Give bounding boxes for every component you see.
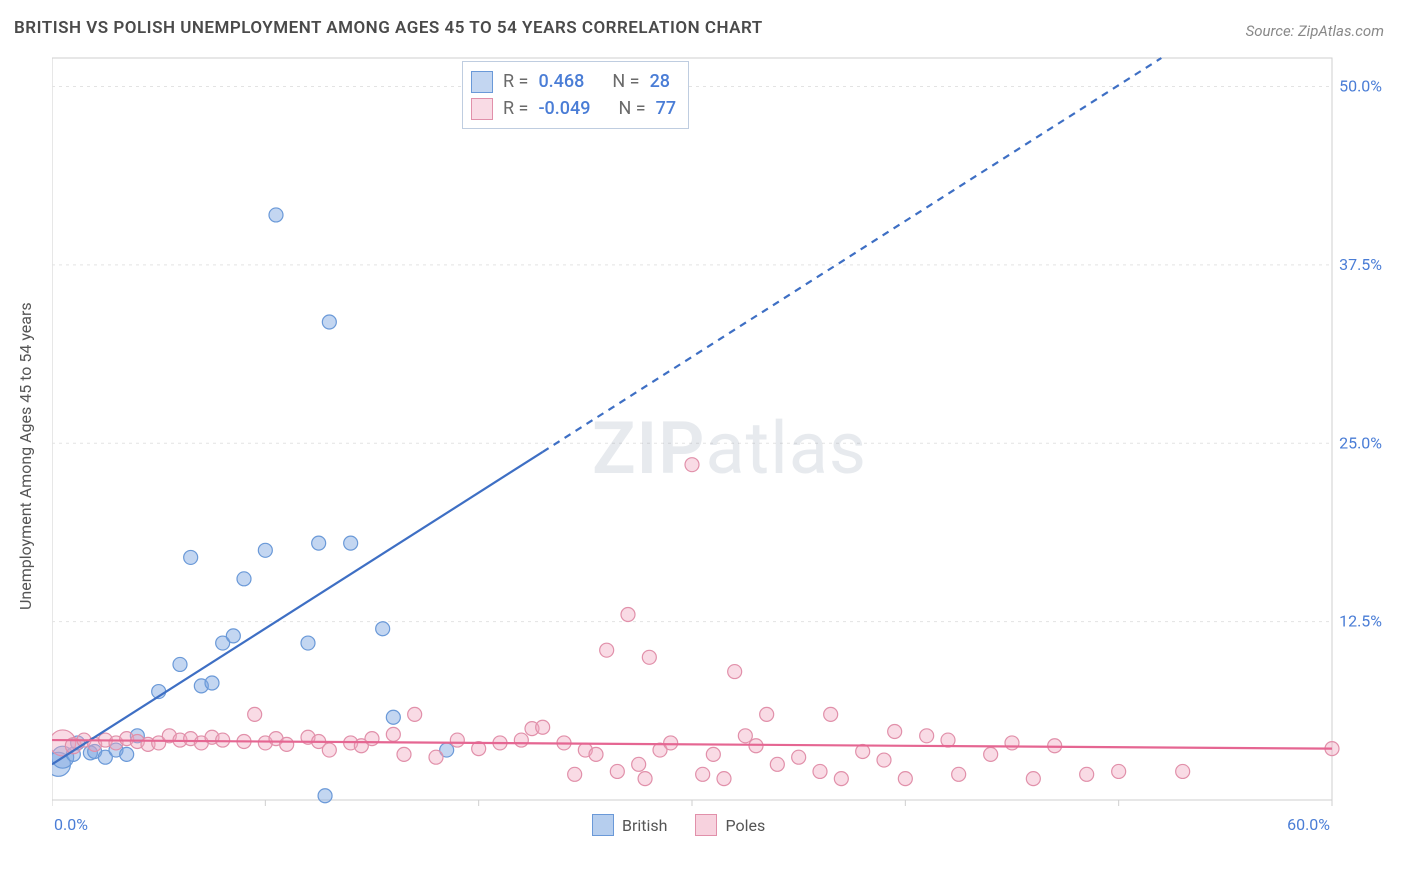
svg-text:37.5%: 37.5% [1339,255,1382,274]
r-value-british: 0.468 [538,68,584,95]
legend: British Poles [592,814,765,836]
svg-text:12.5%: 12.5% [1339,612,1382,631]
correlation-chart: BRITISH VS POLISH UNEMPLOYMENT AMONG AGE… [0,0,1406,892]
svg-text:0.0%: 0.0% [54,815,88,834]
legend-swatch-british [592,814,614,836]
correlation-info-box: R = 0.468 N = 28 R = -0.049 N = 77 [462,61,689,129]
scatter-svg: 12.5% 25.0% 37.5% 50.0% 0.0% 60.0% [52,56,1388,836]
plot-area: 12.5%25.0%37.5%50.0%0.0%60.0% ZIPatlas R… [52,56,1388,836]
legend-label-poles: Poles [725,816,765,835]
info-row-british: R = 0.468 N = 28 [471,68,676,95]
source-label: Source: ZipAtlas.com [1246,22,1384,40]
legend-swatch-poles [695,814,717,836]
svg-text:60.0%: 60.0% [1287,815,1330,834]
n-value-poles: 77 [656,95,676,122]
r-value-poles: -0.049 [538,95,590,122]
legend-item-british: British [592,814,667,836]
legend-label-british: British [622,816,667,835]
swatch-british [471,71,493,93]
info-row-poles: R = -0.049 N = 77 [471,95,676,122]
svg-text:25.0%: 25.0% [1339,433,1382,452]
svg-text:50.0%: 50.0% [1339,77,1382,96]
y-axis-label: Unemployment Among Ages 45 to 54 years [16,302,35,610]
swatch-poles [471,98,493,120]
chart-title: BRITISH VS POLISH UNEMPLOYMENT AMONG AGE… [14,18,763,38]
legend-item-poles: Poles [695,814,765,836]
n-value-british: 28 [650,68,670,95]
